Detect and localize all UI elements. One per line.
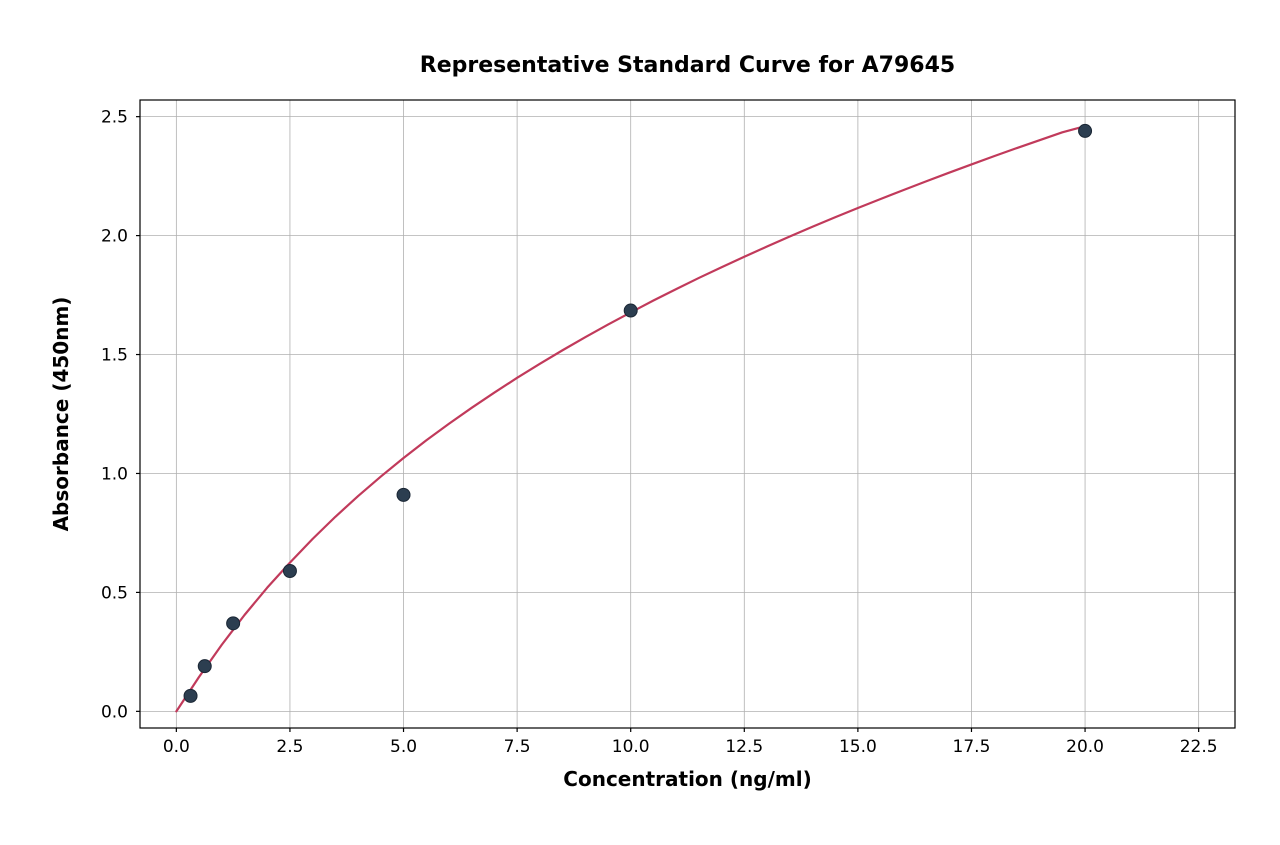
data-point [227,617,240,630]
y-tick-label: 2.0 [101,227,128,247]
y-tick-label: 0.5 [101,583,128,603]
x-tick-label: 17.5 [953,737,991,757]
x-tick-label: 15.0 [839,737,877,757]
x-tick-label: 2.5 [276,737,303,757]
x-tick-label: 5.0 [390,737,417,757]
x-tick-label: 22.5 [1180,737,1218,757]
chart-container: 0.0 2.5 5.0 7.5 10.0 12.5 15.0 17.5 20.0 22.5 0.0 0… [0,0,1280,845]
y-tick-label: 1.5 [101,346,128,366]
x-tick-label: 7.5 [504,737,531,757]
standard-curve-chart: 0.0 2.5 5.0 7.5 10.0 12.5 15.0 17.5 20.0 22.5 0.0 0… [0,0,1280,845]
x-tick-label: 12.5 [725,737,763,757]
y-tick-label: 2.5 [101,108,128,128]
data-point [198,660,211,673]
data-point [624,304,637,317]
plot-area [140,100,1235,728]
y-axis-label: Absorbance (450nm) [49,297,73,532]
y-tick-label: 1.0 [101,464,128,484]
data-point [1079,124,1092,137]
x-tick-label: 10.0 [612,737,650,757]
data-point [283,565,296,578]
x-tick-label: 20.0 [1066,737,1104,757]
x-tick-label: 0.0 [163,737,190,757]
chart-title: Representative Standard Curve for A79645 [420,53,955,78]
data-point [397,488,410,501]
y-tick-label: 0.0 [101,702,128,722]
x-axis-label: Concentration (ng/ml) [563,767,811,791]
data-point [184,689,197,702]
